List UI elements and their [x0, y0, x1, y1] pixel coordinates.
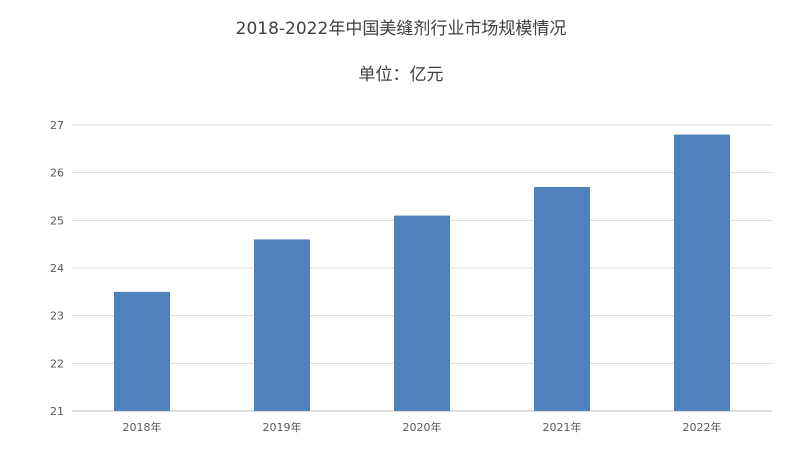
x-tick-label: 2021年 — [543, 420, 582, 434]
bar-2019年 — [254, 239, 310, 411]
y-tick-label: 21 — [50, 405, 64, 418]
y-tick-label: 26 — [50, 167, 64, 180]
x-tick-label: 2019年 — [263, 420, 302, 434]
y-tick-label: 22 — [50, 357, 64, 370]
chart-title: 2018-2022年中国美缝剂行业市场规模情况 — [235, 19, 567, 39]
x-tick-label: 2022年 — [683, 420, 722, 434]
x-tick-label: 2018年 — [123, 420, 162, 434]
bar-2018年 — [114, 291, 170, 411]
chart-subtitle: 单位：亿元 — [358, 65, 444, 85]
y-tick-label: 24 — [50, 262, 64, 275]
y-tick-label: 25 — [50, 214, 64, 227]
x-tick-label: 2020年 — [403, 420, 442, 434]
y-tick-label: 27 — [50, 119, 64, 132]
bar-2022年 — [674, 134, 730, 412]
bar-2020年 — [394, 215, 450, 411]
bar-2021年 — [534, 186, 590, 411]
y-tick-label: 23 — [50, 310, 64, 323]
